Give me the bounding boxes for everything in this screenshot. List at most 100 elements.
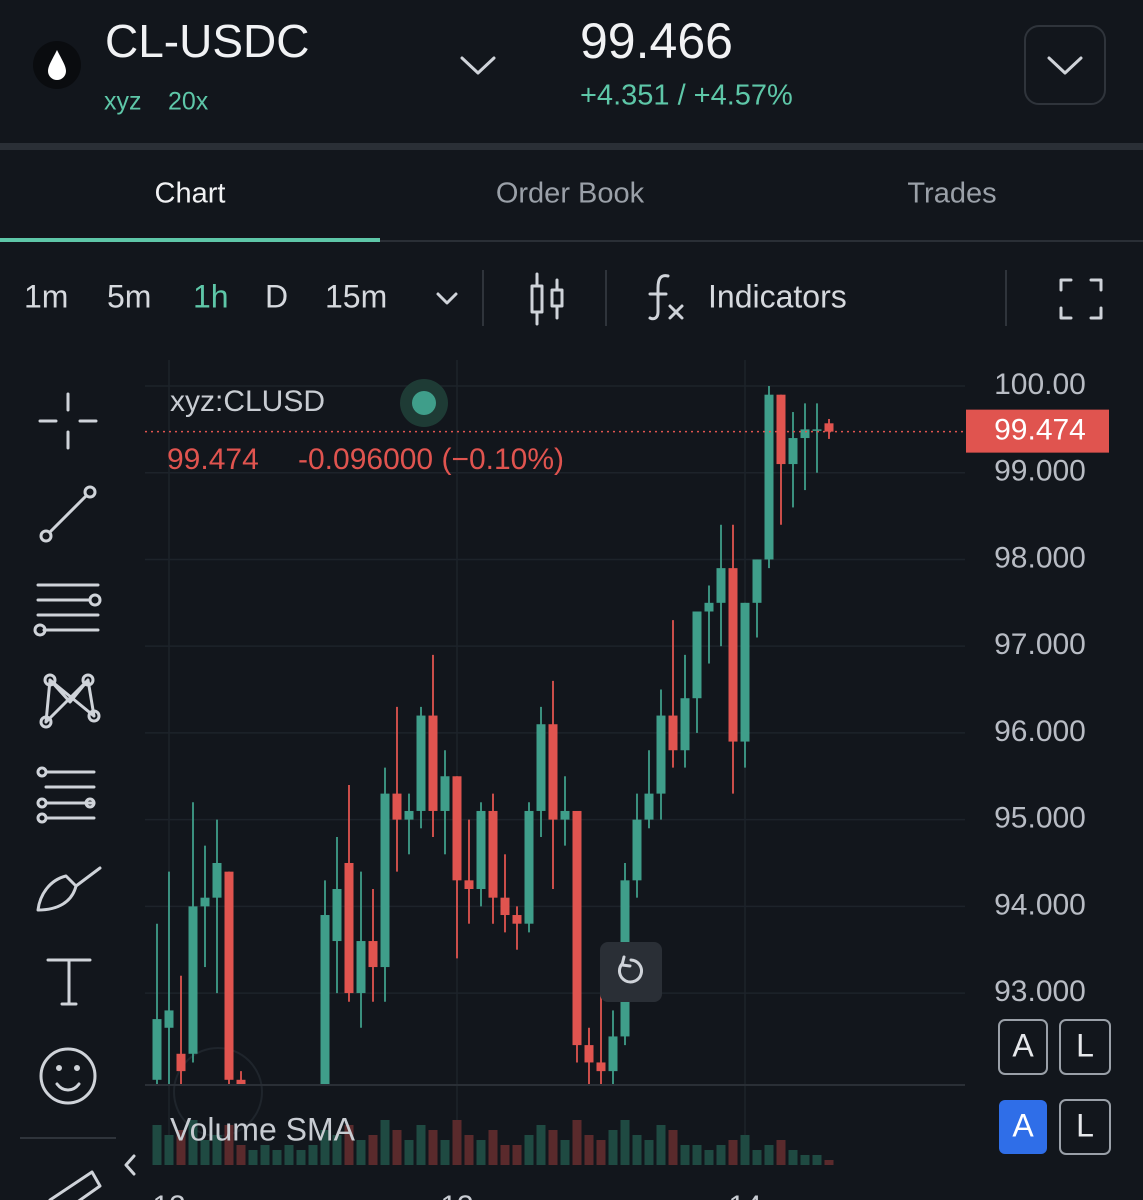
volume <box>152 1120 834 1165</box>
indicators-button[interactable]: Indicators <box>708 278 847 314</box>
candle-body <box>380 793 390 968</box>
volume-bar <box>620 1120 630 1165</box>
ruler-tool[interactable] <box>48 1170 102 1200</box>
text-tool[interactable] <box>46 958 92 1006</box>
tab[interactable]: Trades <box>907 178 996 210</box>
interval[interactable]: 15m <box>325 278 387 314</box>
button-label: A <box>1012 1027 1034 1063</box>
line-tool[interactable] <box>39 485 97 543</box>
candle-body <box>716 568 726 603</box>
volume-bar <box>596 1140 606 1165</box>
separator <box>1005 270 1007 326</box>
symbol-dropdown[interactable] <box>460 56 496 75</box>
volume-bar <box>668 1130 678 1165</box>
volume-bar <box>548 1130 558 1165</box>
axis-line <box>145 1084 965 1086</box>
candle-body <box>572 810 582 1046</box>
tab[interactable]: Order Book <box>496 178 645 210</box>
collapse-tools[interactable] <box>124 1154 136 1176</box>
candle-body <box>788 438 798 465</box>
symbol[interactable]: CL-USDC <box>105 15 309 67</box>
candle-body <box>320 915 330 1085</box>
legend-symbol: xyz:CLUSD <box>170 385 325 418</box>
chart-type-icon[interactable] <box>530 272 564 326</box>
volume-bar <box>248 1150 258 1165</box>
y-tick-label: 97.000 <box>994 628 1086 661</box>
volume-bar <box>212 1135 222 1165</box>
y-tick-label: 99.000 <box>994 455 1086 488</box>
auto-scale-button[interactable] <box>999 1100 1047 1154</box>
y-tick-label: 96.000 <box>994 715 1086 748</box>
volume-bar <box>524 1135 534 1165</box>
volume-bar <box>380 1120 390 1165</box>
pattern-tool[interactable] <box>39 673 101 729</box>
candle-body <box>776 394 786 465</box>
tab[interactable]: Chart <box>155 178 226 210</box>
candle-body <box>692 611 702 699</box>
coin-drop <box>48 50 66 80</box>
log-scale-button[interactable] <box>1059 1019 1111 1075</box>
y-tick-label: 94.000 <box>994 888 1086 921</box>
last-price-label: 99.474 <box>994 414 1086 447</box>
volume-bar <box>308 1145 318 1165</box>
volume-bar <box>428 1130 438 1165</box>
candle-body <box>596 1062 606 1072</box>
candle-body <box>428 715 438 811</box>
candle-body <box>332 889 342 942</box>
brush-tool[interactable] <box>36 866 102 912</box>
volume-bar <box>728 1140 738 1165</box>
volume-bar <box>260 1145 270 1165</box>
expand-chevron <box>1047 56 1083 75</box>
volume-bar <box>320 1130 330 1165</box>
candle-body <box>752 559 762 603</box>
candle-body <box>416 715 426 811</box>
candle-body <box>200 897 210 907</box>
separator <box>482 270 484 326</box>
separator <box>20 1137 116 1139</box>
volume-bar <box>692 1145 702 1165</box>
candle-body <box>188 906 198 1054</box>
candle-body <box>668 715 678 751</box>
emoji-tool[interactable] <box>39 1047 97 1105</box>
last-price-tag <box>966 409 1109 453</box>
fullscreen-icon[interactable] <box>1059 278 1103 320</box>
volume-bar <box>476 1140 486 1165</box>
candle-body <box>800 429 810 439</box>
volume-bar <box>236 1145 246 1165</box>
volume-bar <box>776 1140 786 1165</box>
volume-bar <box>440 1140 450 1165</box>
interval[interactable]: D <box>265 278 288 314</box>
volume-bar <box>740 1135 750 1165</box>
y-tick-label: 95.000 <box>994 802 1086 835</box>
candle-body <box>452 776 462 881</box>
volume-bar <box>560 1140 570 1165</box>
button-label: L <box>1076 1107 1094 1143</box>
candle-body <box>152 1019 162 1080</box>
legend-price: 99.474 <box>167 443 259 476</box>
prediction-tool[interactable] <box>36 766 96 824</box>
candle-body <box>680 698 690 751</box>
interval[interactable]: 1h <box>193 278 229 314</box>
volume-bar <box>464 1135 474 1165</box>
candle-body <box>728 568 738 742</box>
volume-bar <box>644 1140 654 1165</box>
volume-bar <box>608 1130 618 1165</box>
crosshair-tool[interactable] <box>38 392 98 450</box>
interval-dropdown[interactable] <box>436 292 458 305</box>
candle-body <box>464 880 474 890</box>
interval[interactable]: 1m <box>24 278 68 314</box>
reset-button[interactable] <box>600 942 662 1002</box>
auto-scale-button[interactable] <box>998 1019 1048 1075</box>
candle-body <box>212 862 222 898</box>
expand-button[interactable] <box>1024 25 1106 105</box>
y-tick-label: 100.00 <box>994 368 1086 401</box>
volume-bar <box>296 1150 306 1165</box>
log-scale-button[interactable] <box>1059 1099 1111 1155</box>
volume-bar <box>344 1125 354 1165</box>
interval[interactable]: 5m <box>107 278 151 314</box>
fx-icon[interactable] <box>648 274 684 321</box>
candle-body <box>764 394 774 560</box>
fib-tool[interactable] <box>33 583 102 637</box>
legend-change: -0.096000 (−0.10%) <box>298 443 564 476</box>
